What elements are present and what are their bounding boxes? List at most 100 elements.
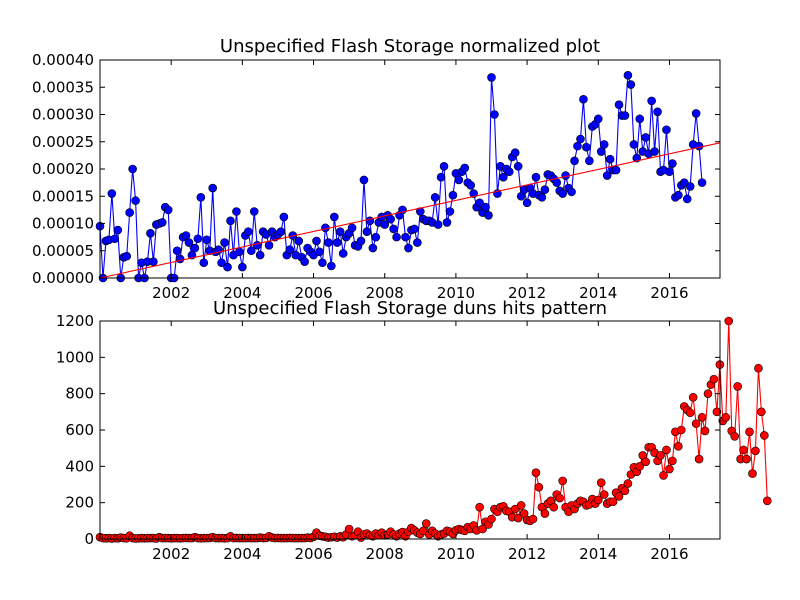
data-point xyxy=(558,189,567,198)
data-point xyxy=(175,254,185,264)
data-point xyxy=(688,392,698,402)
data-point xyxy=(172,246,182,256)
data-point xyxy=(751,446,760,456)
y-tick-label: 0.00035 xyxy=(32,78,94,96)
data-point xyxy=(122,251,131,261)
data-point xyxy=(635,462,645,471)
data-point xyxy=(324,238,333,247)
x-tick-label: 2002 xyxy=(152,284,190,302)
data-point xyxy=(579,94,588,104)
data-point xyxy=(380,220,390,229)
data-point xyxy=(285,245,295,254)
data-point xyxy=(433,220,443,229)
data-point xyxy=(499,172,508,182)
data-point xyxy=(763,496,772,506)
data-point xyxy=(665,167,674,177)
data-point xyxy=(327,261,336,271)
data-point xyxy=(662,445,671,455)
data-point xyxy=(157,218,167,227)
data-point xyxy=(294,236,304,246)
data-point xyxy=(312,236,321,246)
data-point xyxy=(635,114,645,124)
data-point xyxy=(413,238,422,247)
data-point xyxy=(593,114,603,124)
data-point xyxy=(659,471,668,480)
x-tick-label: 2004 xyxy=(223,545,261,563)
data-point xyxy=(475,502,484,512)
data-point xyxy=(602,171,612,180)
data-point xyxy=(249,207,259,216)
data-point xyxy=(113,225,123,235)
x-tick-label: 2014 xyxy=(579,545,617,563)
chart-title: Unspecified Flash Storage duns hits patt… xyxy=(213,298,607,319)
data-point xyxy=(694,454,704,464)
data-point xyxy=(656,451,665,460)
x-tick-label: 2008 xyxy=(366,284,404,302)
plot-area xyxy=(95,70,721,283)
data-point xyxy=(416,207,425,216)
data-point xyxy=(620,486,630,496)
x-tick-label: 2010 xyxy=(437,545,475,563)
data-point xyxy=(338,249,348,258)
y-tick-label: 1000 xyxy=(56,348,94,366)
data-point xyxy=(448,190,458,200)
data-point xyxy=(199,258,209,268)
data-point xyxy=(318,258,327,268)
data-point xyxy=(582,142,591,152)
data-point xyxy=(125,208,134,217)
data-point xyxy=(475,198,484,208)
x-tick-label: 2012 xyxy=(508,545,546,563)
data-point xyxy=(531,468,541,477)
data-point xyxy=(332,238,342,247)
data-point xyxy=(605,154,615,164)
data-point xyxy=(487,514,496,524)
data-point xyxy=(445,207,455,216)
data-point xyxy=(742,454,751,464)
data-point xyxy=(522,198,532,208)
data-point xyxy=(674,190,683,200)
data-point xyxy=(442,218,452,227)
data-point xyxy=(668,159,677,168)
trend-line xyxy=(99,142,721,279)
x-tick-label: 2012 xyxy=(508,284,546,302)
data-point xyxy=(730,432,739,441)
data-point xyxy=(748,469,757,478)
y-tick-label: 0 xyxy=(84,530,94,548)
data-point xyxy=(329,212,339,222)
y-tick-label: 0.00015 xyxy=(32,187,94,205)
data-point xyxy=(516,501,526,510)
data-point xyxy=(537,193,547,202)
y-tick-label: 0.00030 xyxy=(32,106,94,124)
data-point xyxy=(712,407,722,417)
data-point xyxy=(682,194,692,204)
data-point xyxy=(386,214,395,224)
data-point xyxy=(392,232,401,242)
y-tick-label: 0.00005 xyxy=(32,242,94,260)
data-point xyxy=(421,519,431,528)
data-point xyxy=(614,100,624,109)
data-point xyxy=(362,227,372,236)
data-point xyxy=(226,216,235,226)
data-point xyxy=(570,156,579,166)
data-point xyxy=(757,407,766,417)
data-point xyxy=(647,96,656,106)
data-point xyxy=(676,425,686,435)
data-point xyxy=(694,141,704,151)
data-point xyxy=(484,211,493,220)
data-point xyxy=(745,427,754,437)
data-point xyxy=(163,205,173,215)
data-point xyxy=(641,133,651,142)
data-point xyxy=(196,193,206,202)
y-tick-label: 200 xyxy=(65,494,94,512)
data-point xyxy=(404,243,413,253)
data-point xyxy=(685,182,695,191)
x-tick-label: 2006 xyxy=(294,284,332,302)
data-point xyxy=(223,262,232,272)
data-point xyxy=(252,241,262,250)
data-point xyxy=(608,497,618,507)
data-point xyxy=(430,193,440,202)
data-point xyxy=(599,140,609,149)
x-tick-label: 2002 xyxy=(152,545,190,563)
